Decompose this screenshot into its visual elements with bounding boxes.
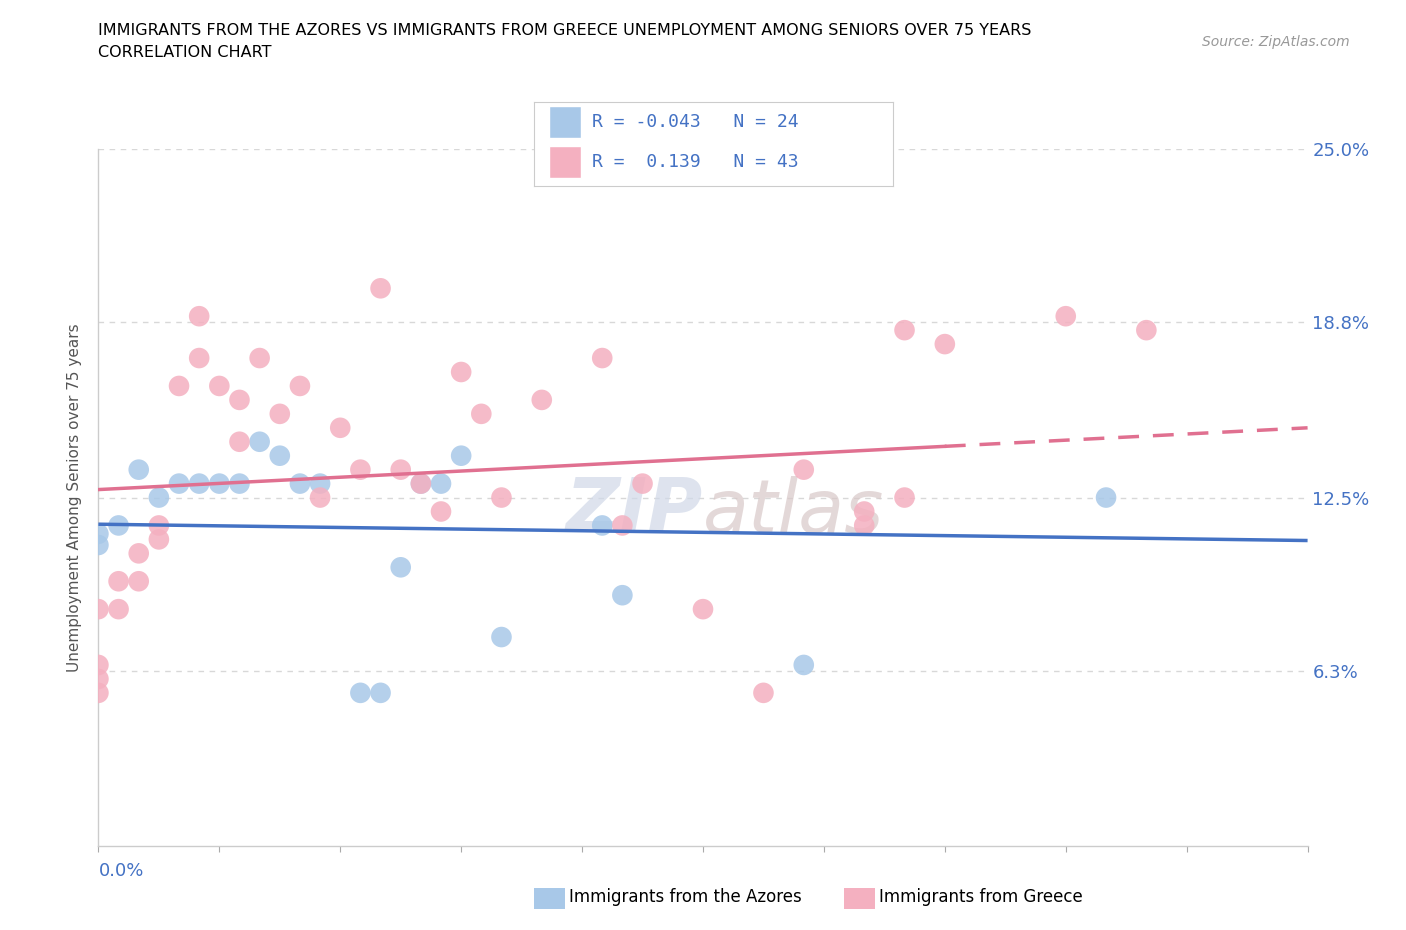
- Point: [228, 476, 250, 491]
- Point: [188, 309, 211, 324]
- Point: [530, 392, 553, 407]
- Point: [167, 476, 190, 491]
- Point: [853, 518, 876, 533]
- Bar: [548, 146, 581, 178]
- Text: R =  0.139   N = 43: R = 0.139 N = 43: [592, 153, 799, 171]
- Point: [349, 685, 371, 700]
- Point: [128, 546, 150, 561]
- Point: [370, 685, 392, 700]
- Point: [107, 602, 129, 617]
- Point: [309, 490, 332, 505]
- Point: [188, 476, 211, 491]
- Point: [128, 462, 150, 477]
- Text: Source: ZipAtlas.com: Source: ZipAtlas.com: [1202, 35, 1350, 49]
- Point: [128, 574, 150, 589]
- Point: [208, 476, 231, 491]
- Text: Immigrants from Greece: Immigrants from Greece: [879, 888, 1083, 907]
- Point: [1135, 323, 1157, 338]
- Point: [612, 518, 634, 533]
- Text: atlas: atlas: [703, 475, 884, 548]
- Text: R = -0.043   N = 24: R = -0.043 N = 24: [592, 113, 799, 131]
- Bar: [548, 106, 581, 139]
- Point: [591, 518, 613, 533]
- Point: [752, 685, 775, 700]
- Point: [269, 448, 291, 463]
- Point: [389, 560, 412, 575]
- Point: [87, 658, 110, 672]
- Point: [1054, 309, 1077, 324]
- Point: [87, 685, 110, 700]
- Point: [249, 351, 271, 365]
- Point: [612, 588, 634, 603]
- Point: [409, 476, 432, 491]
- Point: [148, 532, 170, 547]
- Point: [370, 281, 392, 296]
- Point: [167, 379, 190, 393]
- Text: 0.0%: 0.0%: [98, 861, 143, 880]
- Point: [208, 379, 231, 393]
- Point: [87, 602, 110, 617]
- Point: [87, 526, 110, 541]
- Point: [288, 476, 311, 491]
- Point: [288, 379, 311, 393]
- Point: [491, 490, 513, 505]
- Point: [430, 476, 453, 491]
- Point: [793, 462, 815, 477]
- Y-axis label: Unemployment Among Seniors over 75 years: Unemployment Among Seniors over 75 years: [67, 324, 83, 671]
- Point: [793, 658, 815, 672]
- Point: [107, 518, 129, 533]
- Point: [87, 538, 110, 552]
- Text: ZIP: ZIP: [565, 475, 703, 548]
- Point: [329, 420, 352, 435]
- Point: [309, 476, 332, 491]
- Point: [450, 448, 472, 463]
- Text: Immigrants from the Azores: Immigrants from the Azores: [569, 888, 803, 907]
- Point: [389, 462, 412, 477]
- Point: [249, 434, 271, 449]
- Point: [853, 504, 876, 519]
- Point: [470, 406, 492, 421]
- Point: [409, 476, 432, 491]
- Point: [228, 434, 250, 449]
- Text: CORRELATION CHART: CORRELATION CHART: [98, 45, 271, 60]
- Point: [934, 337, 956, 352]
- Point: [692, 602, 714, 617]
- Point: [148, 518, 170, 533]
- Text: IMMIGRANTS FROM THE AZORES VS IMMIGRANTS FROM GREECE UNEMPLOYMENT AMONG SENIORS : IMMIGRANTS FROM THE AZORES VS IMMIGRANTS…: [98, 23, 1032, 38]
- Point: [491, 630, 513, 644]
- Point: [450, 365, 472, 379]
- Point: [87, 671, 110, 686]
- Point: [1095, 490, 1118, 505]
- Point: [631, 476, 654, 491]
- Point: [591, 351, 613, 365]
- Point: [188, 351, 211, 365]
- Point: [269, 406, 291, 421]
- Point: [893, 490, 915, 505]
- Point: [893, 323, 915, 338]
- Point: [228, 392, 250, 407]
- Point: [148, 490, 170, 505]
- Point: [430, 504, 453, 519]
- Point: [107, 574, 129, 589]
- Point: [349, 462, 371, 477]
